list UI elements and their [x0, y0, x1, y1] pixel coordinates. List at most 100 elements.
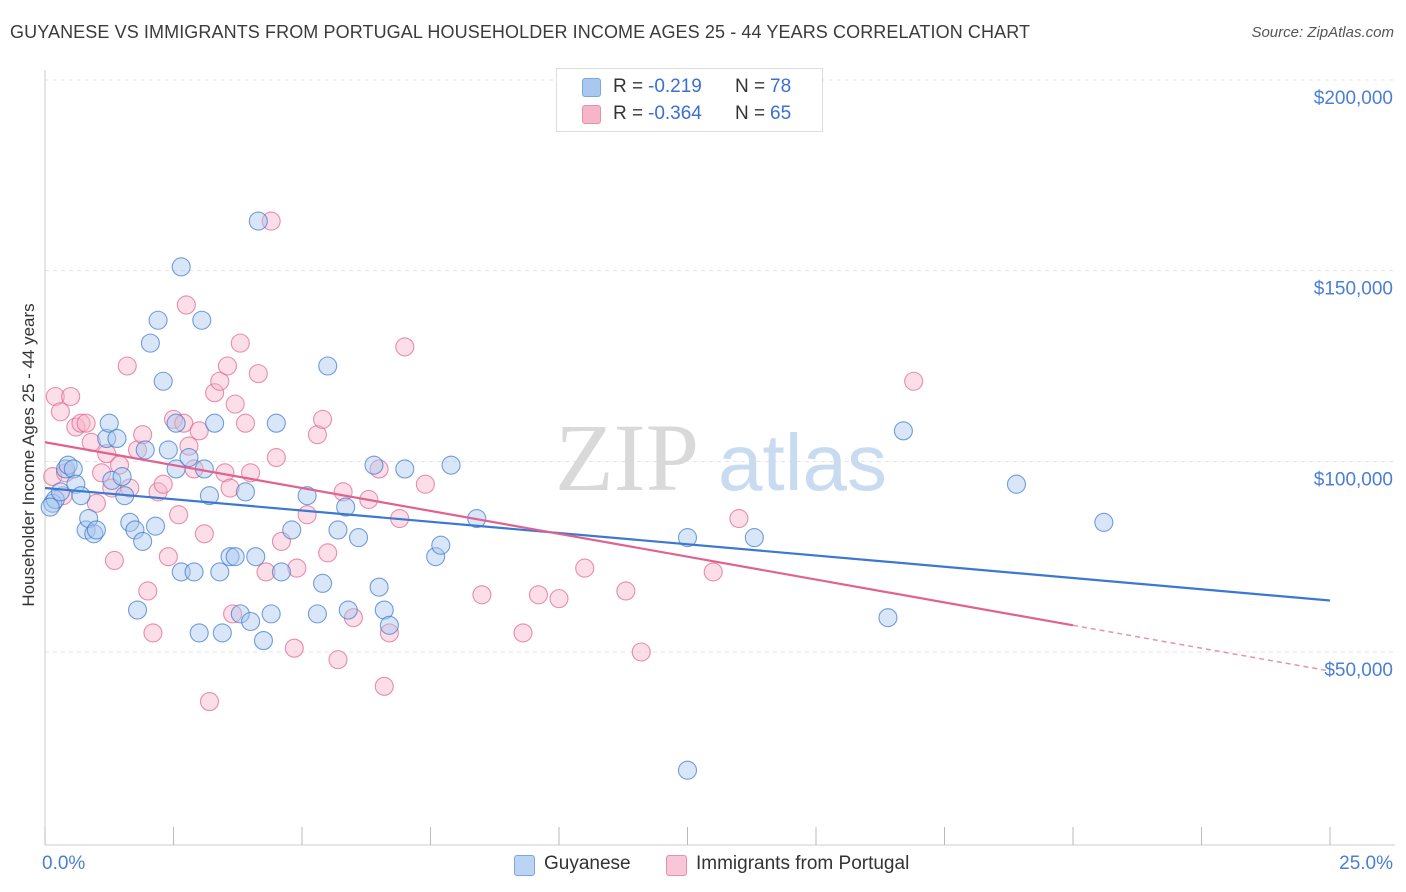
guyanese-point [133, 531, 153, 551]
portugal-point [266, 447, 286, 468]
y-axis-label: Householder Income Ages 25 - 44 years [19, 303, 38, 607]
guyanese-point [677, 760, 698, 780]
portugal-point [729, 508, 749, 529]
portugal-point [528, 585, 548, 605]
r-label: R = [613, 76, 644, 97]
watermark: ZIP atlas [555, 404, 887, 511]
portugal-point [549, 589, 569, 609]
guyanese-point [893, 421, 913, 441]
x-tick-label: 25.0% [1339, 853, 1393, 874]
x-tick-label: 0.0% [42, 853, 85, 874]
portugal-point [472, 585, 492, 605]
guyanese-point [878, 608, 898, 628]
guyanese-point [171, 257, 191, 277]
axes [44, 70, 1395, 846]
portugal-point [513, 623, 533, 643]
guyanese-point [379, 615, 399, 635]
r-value: -0.219 [648, 76, 702, 97]
portugal-point [395, 337, 415, 357]
portugal-point [86, 493, 106, 513]
legend-swatch-portugal [666, 855, 687, 876]
legend-label-portugal: Immigrants from Portugal [696, 853, 910, 874]
guyanese-point [145, 516, 166, 536]
portugal-point [158, 547, 178, 567]
legend-row-guyanese: R = -0.219 N = 78 [557, 73, 822, 101]
portugal-point [575, 558, 595, 578]
guyanese-point [189, 623, 209, 643]
portugal-point [179, 436, 199, 456]
guyanese-point [364, 455, 384, 475]
portugal-point [61, 386, 81, 407]
portugal-point [50, 402, 70, 422]
guyanese-point [212, 623, 232, 643]
guyanese-point [1094, 512, 1114, 532]
guyanese-point [63, 459, 83, 479]
guyanese-point [86, 520, 106, 540]
legend-swatch-guyanese [514, 855, 535, 876]
legend-label-guyanese: Guyanese [544, 853, 631, 874]
guyanese-point [297, 486, 317, 506]
portugal-point [220, 478, 240, 498]
guyanese-point [112, 467, 132, 487]
guyanese-point [336, 497, 356, 517]
watermark-atlas: atlas [718, 418, 887, 507]
guyanese-point [50, 482, 70, 502]
guyanese-point [79, 508, 99, 529]
portugal-point [223, 604, 243, 624]
n-label: N = [735, 76, 766, 97]
portugal-point [45, 386, 65, 407]
guyanese-point [205, 413, 225, 433]
portugal-point [153, 474, 173, 494]
guyanese-point [271, 562, 291, 582]
guyanese-point [158, 440, 178, 460]
portugal-point [374, 676, 394, 696]
guyanese-point [153, 371, 173, 391]
y-tick-label: $150,000 [1314, 279, 1393, 300]
y-tick-label: $50,000 [1324, 660, 1393, 681]
series-legend: Guyanese Immigrants from Portugal [0, 850, 1406, 878]
portugal-point [369, 459, 389, 479]
guyanese-point [253, 631, 274, 651]
portugal-point [703, 562, 723, 582]
correlation-legend: R = -0.219 N = 78 R = -0.364 N = 65 [556, 68, 823, 132]
guyanese-point [220, 547, 240, 567]
portugal-trend-line [44, 441, 1074, 627]
portugal-point [379, 623, 399, 643]
portugal-point [248, 364, 268, 384]
guyanese-point [313, 573, 333, 593]
y-tick-label: $100,000 [1314, 469, 1393, 490]
portugal-point [189, 421, 209, 441]
guyanese-point [192, 310, 212, 330]
guyanese-point [1006, 474, 1027, 494]
guyanese-point [166, 413, 186, 433]
guyanese-point [248, 211, 268, 231]
guyanese-point [235, 482, 256, 502]
guyanese-point [71, 486, 91, 506]
guyanese-point [744, 528, 764, 548]
portugal-point [71, 413, 91, 433]
n-value: 78 [770, 76, 792, 97]
portugal-point [616, 581, 636, 601]
guyanese-point [225, 547, 245, 567]
portugal-point [284, 638, 304, 658]
portugal-point [143, 623, 163, 643]
legend-swatch-guyanese [582, 78, 601, 97]
guyanese-point [395, 459, 415, 479]
guyanese-point [348, 528, 369, 548]
n-value: 65 [770, 103, 792, 124]
r-value: -0.364 [648, 103, 702, 124]
guyanese-point [441, 455, 461, 475]
portugal-point [117, 356, 137, 376]
portugal-point [256, 562, 276, 582]
y-tick-label: $200,000 [1314, 88, 1393, 109]
guyanese-point [184, 562, 204, 582]
portugal-point [235, 413, 256, 433]
portugal-point [104, 550, 124, 571]
portugal-point [76, 413, 96, 433]
portugal-point [313, 409, 333, 429]
guyanese-point [102, 470, 122, 490]
portugal-point [66, 417, 86, 437]
source-credit: Source: ZipAtlas.com [1251, 24, 1394, 41]
guyanese-point [338, 600, 358, 620]
